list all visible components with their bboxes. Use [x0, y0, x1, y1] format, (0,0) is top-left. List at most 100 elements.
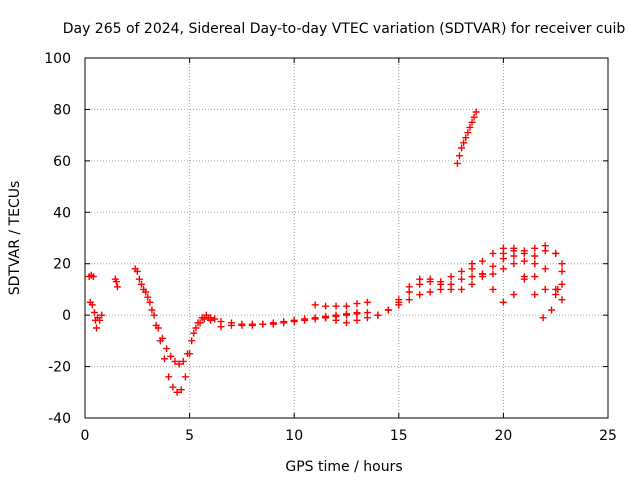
x-tick-label: 10: [285, 428, 303, 444]
x-axis-ticks: 0 5 10 15 20 25: [81, 58, 617, 444]
grid: [85, 58, 608, 418]
data-point: [112, 278, 120, 286]
series-mid-1: [311, 298, 371, 310]
data-point: [93, 324, 101, 332]
data-point: [343, 311, 350, 319]
data-point: [520, 257, 528, 265]
y-tick-label: 100: [44, 51, 71, 67]
data-point: [558, 296, 566, 304]
x-tick-label: 0: [81, 428, 90, 444]
data-point: [96, 316, 104, 324]
data-point: [447, 273, 455, 281]
data-point: [458, 275, 466, 283]
data-point: [363, 314, 371, 322]
data-point: [192, 324, 200, 332]
data-point: [280, 319, 288, 327]
data-point: [200, 315, 208, 323]
series-dip-2: [133, 267, 219, 368]
data-point: [363, 298, 371, 306]
data-point: [499, 265, 507, 273]
data-point: [290, 318, 298, 326]
plot-frame: [84, 57, 609, 419]
data-point: [468, 280, 476, 288]
series-rise-1: [374, 252, 560, 319]
data-point: [167, 352, 175, 360]
data-point: [133, 267, 141, 275]
data-point: [472, 108, 480, 116]
y-tick-label: 60: [53, 154, 71, 170]
data-point: [142, 288, 150, 296]
data-point: [470, 113, 478, 121]
data-point: [173, 388, 181, 396]
data-point: [196, 319, 204, 327]
data-point: [531, 291, 539, 299]
data-point: [468, 273, 476, 281]
data-point: [259, 320, 267, 328]
data-point: [558, 260, 566, 268]
x-tick-label: 15: [390, 428, 408, 444]
data-point: [489, 285, 497, 293]
data-point: [531, 244, 539, 252]
y-tick-label: 40: [53, 205, 71, 221]
data-point: [353, 300, 361, 308]
data-point: [322, 302, 330, 310]
data-point: [343, 302, 350, 310]
data-point: [453, 159, 461, 167]
data-point: [177, 386, 185, 394]
data-point: [458, 285, 466, 293]
data-point: [510, 247, 518, 255]
data-point: [468, 260, 476, 268]
data-point: [510, 291, 518, 299]
data-points: [85, 108, 566, 396]
data-point: [146, 298, 154, 306]
data-point: [384, 306, 392, 314]
x-axis-label: GPS time / hours: [285, 459, 402, 475]
data-point: [558, 280, 566, 288]
x-tick-label: 5: [185, 428, 194, 444]
data-point: [395, 298, 403, 306]
y-tick-label: 80: [53, 102, 71, 118]
data-point: [405, 288, 413, 296]
y-tick-label: 20: [53, 257, 71, 273]
data-point: [437, 278, 445, 286]
data-point: [520, 273, 528, 281]
data-point: [150, 311, 158, 319]
data-point: [489, 262, 497, 270]
data-point: [466, 123, 474, 131]
data-point: [554, 285, 562, 293]
data-point: [179, 357, 187, 365]
series-early-points: [85, 271, 121, 332]
data-point: [531, 260, 539, 268]
data-point: [531, 252, 539, 260]
data-point: [541, 265, 549, 273]
data-point: [539, 314, 547, 322]
data-point: [468, 118, 476, 126]
data-point: [458, 267, 466, 275]
data-point: [158, 334, 166, 342]
data-point: [332, 302, 340, 310]
data-point: [311, 301, 319, 309]
data-point: [460, 139, 468, 147]
data-point: [462, 134, 470, 142]
data-point: [89, 273, 97, 281]
data-point: [154, 324, 162, 332]
data-point: [499, 249, 507, 257]
series-steep-1: [453, 108, 480, 167]
data-point: [190, 329, 198, 337]
data-point: [188, 337, 196, 345]
data-point: [416, 291, 424, 299]
data-point: [217, 323, 225, 331]
series-arc-2: [489, 260, 566, 322]
y-tick-label: -40: [48, 411, 71, 427]
data-point: [160, 355, 168, 363]
data-point: [148, 306, 156, 314]
data-point: [163, 345, 171, 353]
data-point: [552, 249, 560, 257]
y-tick-label: -20: [48, 360, 71, 376]
data-point: [489, 249, 497, 257]
data-point: [510, 260, 518, 268]
data-point: [269, 320, 277, 328]
data-point: [165, 373, 173, 381]
